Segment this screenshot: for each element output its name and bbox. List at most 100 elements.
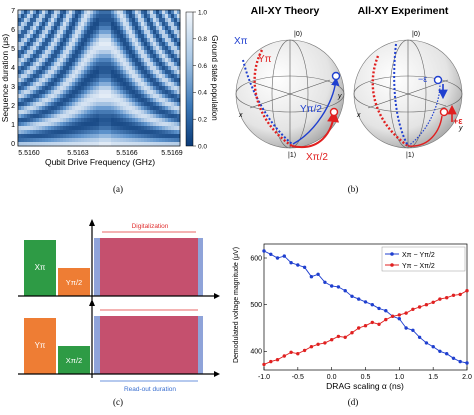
heatmap-cell [102, 74, 106, 79]
heatmap-cell [144, 18, 148, 23]
heatmap-cell [45, 94, 49, 99]
heatmap-cell [159, 70, 163, 75]
bloch-sphere-experiment: |0⟩ |1⟩ x y −ε +ε [353, 30, 463, 159]
heatmap-cell [93, 42, 97, 47]
heatmap-cell [69, 74, 73, 79]
pulse-top-1-label: Xπ [35, 263, 46, 272]
heatmap-cell [147, 126, 151, 131]
heatmap-cell [153, 90, 157, 95]
x-tick-label: -0.5 [292, 374, 304, 381]
heatmap-cell [162, 82, 166, 87]
heatmap-cell [81, 110, 85, 115]
heatmap-cell [132, 110, 136, 115]
heatmap-cell [129, 46, 133, 51]
heatmap-cell [177, 102, 181, 107]
heatmap-cell [51, 118, 55, 123]
heatmap-cell [162, 18, 166, 23]
heatmap-cell [117, 134, 121, 139]
heatmap-cell [114, 74, 118, 79]
heatmap-cell [30, 14, 34, 19]
heatmap-cell [90, 122, 94, 127]
heatmap-cell [60, 142, 64, 147]
heatmap-cell [18, 142, 22, 147]
heatmap-cell [57, 46, 61, 51]
heatmap-cell [36, 74, 40, 79]
readout-edge [94, 316, 100, 374]
heatmap-cell [33, 78, 37, 83]
axis-arrow [214, 371, 220, 377]
colorbar-tick-label: 1.0 [198, 9, 207, 16]
heatmap-cell [90, 14, 94, 19]
heatmap-cell [168, 86, 172, 91]
heatmap-cell [111, 14, 115, 19]
heatmap-cell [171, 94, 175, 99]
heatmap-cell [48, 106, 52, 111]
heatmap-cell [123, 122, 127, 127]
heatmap-cell [120, 18, 124, 23]
heatmap-cell [147, 138, 151, 143]
heatmap-cell [39, 114, 43, 119]
heatmap-cell [66, 42, 70, 47]
heatmap-cell [93, 26, 97, 31]
heatmap-cell [150, 38, 154, 43]
heatmap-cell [141, 42, 145, 47]
data-point-series-2 [269, 359, 273, 364]
heatmap-cell [33, 34, 37, 39]
heatmap-cell [162, 102, 166, 107]
heatmap-cell [54, 30, 58, 35]
heatmap-cell [18, 50, 22, 55]
heatmap-cell [21, 114, 25, 119]
heatmap-cell [90, 10, 94, 15]
heatmap-cell [159, 42, 163, 47]
heatmap-cell [132, 98, 136, 103]
heatmap-cell [75, 142, 79, 147]
heatmap-cell [30, 138, 34, 143]
heatmap-cell [111, 50, 115, 55]
heatmap-cell [171, 62, 175, 67]
heatmap-cell [144, 126, 148, 131]
heatmap-cell [87, 58, 91, 63]
heatmap-cell [63, 102, 67, 107]
heatmap-cell [75, 74, 79, 79]
heatmap-cell [36, 98, 40, 103]
heatmap-cell [108, 138, 112, 143]
heatmap-cell [99, 14, 103, 19]
heatmap-cell [18, 30, 22, 35]
heatmap-cell [177, 138, 181, 143]
heatmap-cell [141, 14, 145, 19]
heatmap-cell [153, 50, 157, 55]
heatmap-cell [75, 66, 79, 71]
heatmap-cell [138, 134, 142, 139]
plot-ylabel: Demodulated voltage magnitude (μV) [233, 247, 240, 363]
data-point-series-2 [343, 335, 347, 339]
heatmap-cell [99, 18, 103, 23]
heatmap-cell [147, 54, 151, 59]
heatmap-cell [57, 62, 61, 67]
heatmap-cell [45, 14, 49, 19]
heatmap-cell [177, 86, 181, 91]
heatmap-cell [39, 22, 43, 27]
heatmap-cell [84, 74, 88, 79]
data-point-series-2 [262, 362, 266, 367]
heatmap-cell [66, 10, 70, 15]
heatmap-cell [132, 46, 136, 51]
heatmap-cell [33, 126, 37, 131]
heatmap-cell [21, 22, 25, 27]
heatmap-cell [96, 14, 100, 19]
heatmap-cell [120, 82, 124, 87]
heatmap-cell [141, 94, 145, 99]
heatmap-cell [144, 70, 148, 75]
heatmap-cell [51, 82, 55, 87]
heatmap-cell [57, 38, 61, 43]
heatmap-cell [171, 130, 175, 135]
heatmap-cell [168, 18, 172, 23]
heatmap-cell [150, 106, 154, 111]
heatmap-cell [174, 126, 178, 131]
heatmap-cell [108, 22, 112, 27]
heatmap-cell [135, 98, 139, 103]
heatmap-cell [60, 110, 64, 115]
heatmap-cell [99, 26, 103, 31]
heatmap-cell [33, 22, 37, 27]
heatmap-cell [150, 46, 154, 51]
heatmap-cell [30, 26, 34, 31]
